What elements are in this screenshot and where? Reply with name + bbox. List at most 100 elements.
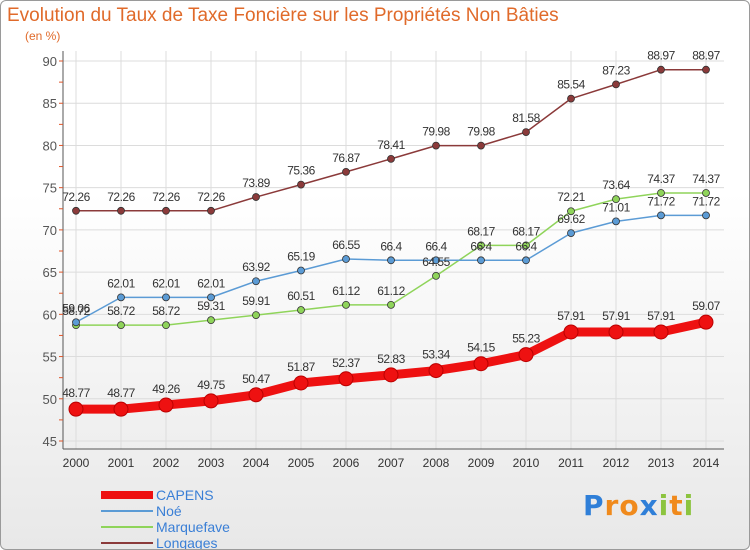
data-point	[567, 94, 575, 103]
x-tick-label: 2008	[423, 456, 450, 470]
data-label: 75.36	[287, 164, 315, 178]
data-label: 73.64	[602, 178, 630, 192]
data-point	[117, 206, 125, 215]
x-tick-label: 2009	[468, 456, 495, 470]
x-tick-label: 2001	[108, 456, 135, 470]
data-point	[162, 206, 170, 215]
data-point	[158, 397, 174, 413]
data-label: 65.19	[287, 250, 315, 264]
data-point	[207, 293, 215, 302]
y-unit-label: (en %)	[25, 29, 61, 43]
data-point	[248, 387, 264, 403]
data-point	[203, 393, 219, 409]
data-point	[338, 371, 354, 387]
x-tick-label: 2007	[378, 456, 405, 470]
data-label: 69.62	[557, 212, 585, 226]
logo-letter: t	[669, 489, 684, 522]
data-label: 59.91	[242, 294, 270, 308]
data-label: 54.15	[467, 341, 495, 355]
data-label: 88.97	[692, 49, 720, 63]
legend-swatch	[101, 510, 153, 512]
data-point	[563, 324, 579, 340]
data-label: 59.06	[62, 301, 90, 315]
data-label: 72.26	[62, 190, 90, 204]
x-tick-label: 2011	[558, 456, 584, 470]
data-point	[342, 255, 350, 263]
data-label: 66.4	[515, 239, 537, 253]
data-point	[518, 347, 534, 363]
data-point	[162, 293, 170, 302]
data-point	[477, 256, 485, 265]
data-label: 59.07	[692, 299, 720, 313]
data-label: 62.01	[152, 276, 180, 290]
x-tick-label: 2006	[333, 456, 360, 470]
data-point	[387, 256, 395, 265]
data-point	[252, 193, 260, 201]
y-tick-label: 60	[43, 307, 57, 322]
legend-label: Longages	[156, 535, 218, 550]
data-label: 81.58	[512, 111, 540, 125]
data-label: 61.12	[377, 284, 405, 298]
data-point	[567, 229, 575, 237]
data-point	[702, 189, 710, 197]
data-point	[657, 211, 665, 220]
data-point	[702, 65, 710, 74]
data-label: 53.34	[422, 348, 450, 362]
data-point	[68, 401, 84, 417]
y-tick-label: 75	[43, 181, 57, 196]
x-tick-label: 2005	[288, 456, 315, 470]
data-point	[72, 318, 80, 327]
data-point	[567, 207, 575, 216]
data-label: 62.01	[107, 276, 135, 290]
data-point	[428, 363, 444, 379]
legend-swatch	[101, 491, 153, 499]
data-label: 71.72	[692, 194, 720, 208]
y-tick-label: 85	[43, 96, 57, 111]
logo-letter: x	[639, 489, 659, 522]
data-label: 66.4	[425, 239, 447, 253]
data-label: 58.72	[107, 304, 135, 318]
data-point	[522, 241, 530, 250]
data-label: 68.17	[467, 224, 495, 238]
data-point	[117, 293, 125, 302]
data-label: 87.23	[602, 63, 630, 77]
data-label: 72.26	[197, 190, 225, 204]
data-point	[473, 356, 489, 372]
data-point	[293, 375, 309, 391]
data-label: 49.26	[152, 382, 180, 396]
data-point	[522, 128, 530, 137]
data-label: 55.23	[512, 332, 540, 346]
data-label: 74.37	[647, 172, 675, 186]
y-tick-label: 50	[43, 392, 57, 407]
legend-label: Noé	[156, 503, 182, 519]
logo-letter: i	[683, 489, 695, 522]
data-point	[207, 206, 215, 215]
legend-label: Marquefave	[156, 519, 230, 535]
data-point	[612, 195, 620, 204]
data-label: 66.4	[380, 239, 402, 253]
x-tick-label: 2013	[648, 456, 675, 470]
data-label: 48.77	[62, 386, 90, 400]
data-point	[387, 300, 395, 309]
data-label: 78.41	[377, 138, 405, 152]
data-point	[477, 241, 485, 250]
data-label: 88.97	[647, 49, 675, 63]
data-label: 72.26	[152, 190, 180, 204]
data-point	[653, 324, 669, 340]
data-point	[432, 256, 440, 265]
data-point	[113, 401, 129, 417]
legend-swatch	[101, 542, 153, 544]
x-tick-label: 2012	[603, 456, 630, 470]
data-point	[342, 167, 350, 176]
data-label: 85.54	[557, 78, 585, 92]
data-label: 58.72	[152, 304, 180, 318]
data-point	[207, 316, 215, 325]
y-tick-label: 70	[43, 223, 57, 238]
data-label: 57.91	[647, 309, 675, 323]
y-tick-label: 55	[43, 350, 57, 365]
data-label: 60.51	[287, 289, 315, 303]
data-label: 79.98	[467, 125, 495, 139]
data-point	[72, 206, 80, 215]
data-point	[342, 300, 350, 309]
